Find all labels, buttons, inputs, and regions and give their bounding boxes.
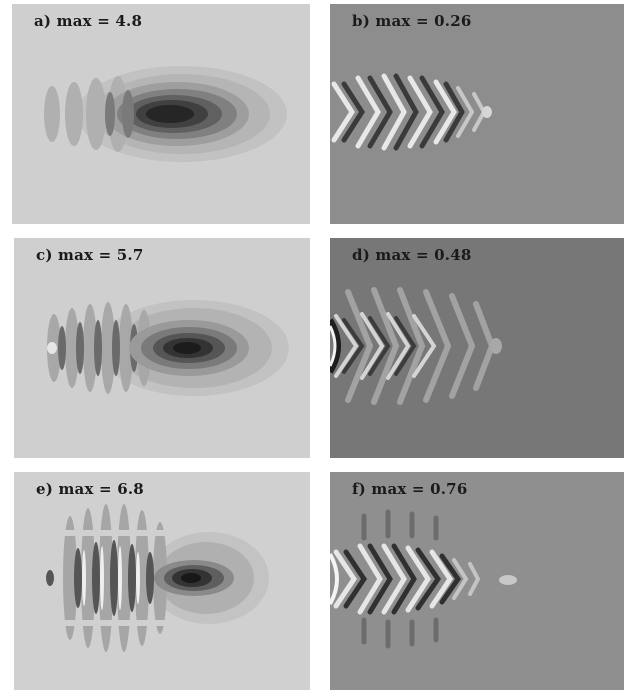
panel-d: d) max = 0.48 <box>330 238 624 458</box>
panel-a: a) max = 4.8 <box>12 4 310 224</box>
panel-label-e: e) max = 6.8 <box>36 480 144 498</box>
contour-plot-a <box>12 4 310 224</box>
panel-c: c) max = 5.7 <box>14 238 310 458</box>
contour-plot-d <box>330 238 624 458</box>
panel-f: f) max = 0.76 <box>330 472 624 690</box>
panel-label-c: c) max = 5.7 <box>36 246 144 264</box>
panel-label-f: f) max = 0.76 <box>352 480 468 498</box>
panel-e: e) max = 6.8 <box>14 472 310 690</box>
panel-label-d: d) max = 0.48 <box>352 246 472 264</box>
panel-label-a: a) max = 4.8 <box>34 12 143 30</box>
panel-label-b: b) max = 0.26 <box>352 12 472 30</box>
panel-b: b) max = 0.26 <box>330 4 624 224</box>
contour-plot-e <box>14 472 310 690</box>
contour-plot-b <box>330 4 624 224</box>
contour-plot-f <box>330 472 624 690</box>
contour-plot-c <box>14 238 310 458</box>
